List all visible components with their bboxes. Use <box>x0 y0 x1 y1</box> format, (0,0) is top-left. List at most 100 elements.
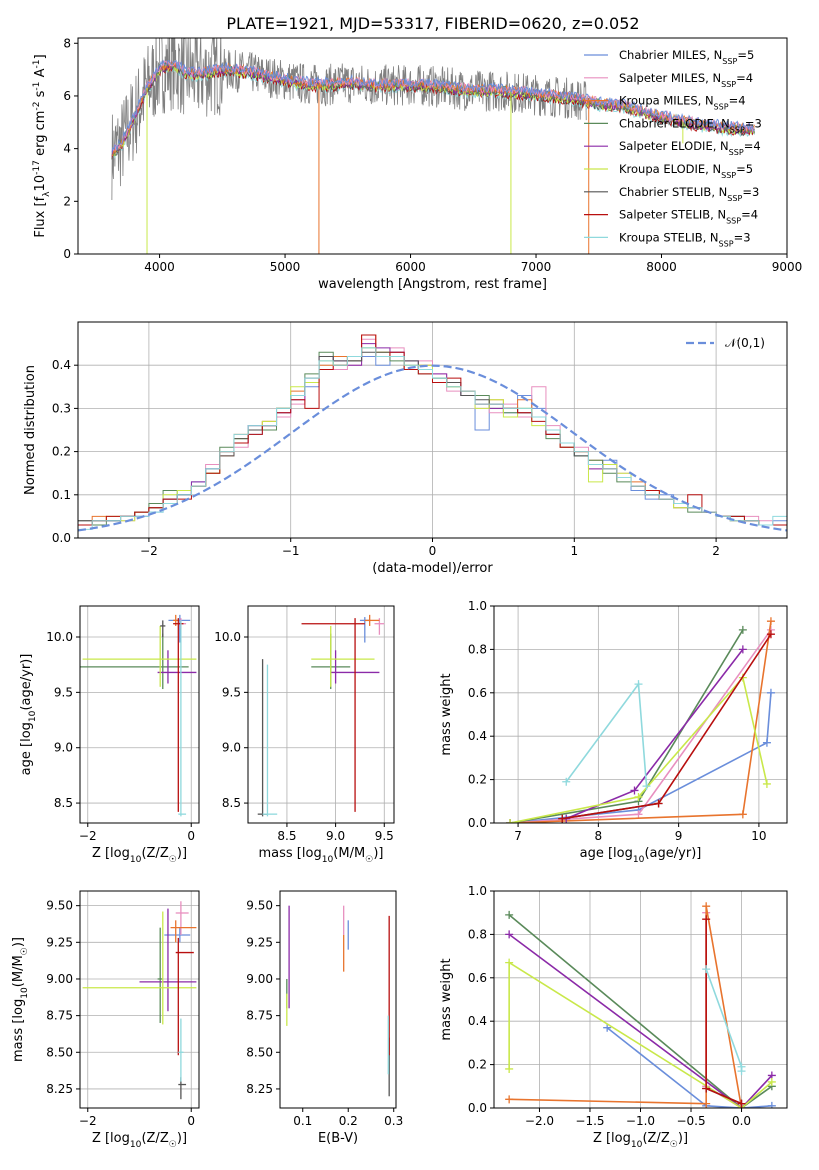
y-tick-label: 9.00 <box>46 972 73 986</box>
legend-label-krou_elodie: Kroupa ELODIE, NSSP=5 <box>619 162 753 180</box>
plot-area <box>80 614 197 817</box>
plot-area <box>505 902 776 1108</box>
x-tick-label: 7000 <box>521 260 552 274</box>
weight-point-krou_stelib <box>737 1067 746 1076</box>
legend-label-salp_miles: Salpeter MILES, NSSP=4 <box>619 71 753 89</box>
x-tick-label: 0.1 <box>293 1114 312 1128</box>
model-chab_miles <box>111 59 755 153</box>
x-tick-label: −2 <box>79 1114 97 1128</box>
x-tick-label: 6000 <box>395 260 426 274</box>
axes-frame <box>79 605 200 824</box>
y-tick-label: 0.0 <box>468 816 487 830</box>
histogram-krou_stelib <box>78 347 787 538</box>
weight-point-chab_miles <box>767 1101 776 1108</box>
x-tick-label: 0 <box>429 544 437 558</box>
weight-point-krou_stelib <box>634 680 643 689</box>
weight-point-krou_elodie <box>506 819 515 823</box>
x-tick-label: −1 <box>282 544 300 558</box>
legend-label-normal: 𝒩(0,1) <box>725 336 765 350</box>
x-tick-label: 1 <box>570 544 578 558</box>
weight-point-krou_elodie <box>505 958 514 967</box>
y-tick-label: 9.0 <box>222 741 241 755</box>
y-tick-label: 0.2 <box>468 773 487 787</box>
x-tick-label: 0.3 <box>384 1114 403 1128</box>
plot-area <box>111 38 755 254</box>
y-tick-label: 9.50 <box>246 899 273 913</box>
y-tick-label: 1.0 <box>468 599 487 613</box>
y-tick-label: 0.4 <box>52 358 71 372</box>
x-axis-label: mass [log10(M/M☉)] <box>259 846 384 865</box>
y-tick-label: 0.6 <box>468 686 487 700</box>
panel-mass_vs_ebv: 0.1 0.2 0.3 8.25 8.50 8.75 9.00 9.25 9.50 E(B-V) <box>246 890 403 1146</box>
weight-point-krou_elodie <box>767 1077 776 1086</box>
y-axis-label: age [log10(age/yr)] <box>19 654 38 776</box>
y-tick-label: 8 <box>63 36 71 50</box>
x-axis-label: Z [log10(Z/Z☉)] <box>92 846 187 865</box>
panel-age_vs_mass: 8.5 9.0 9.5 8.5 9.0 9.5 10.0 mass [log10(M/M☉)] <box>214 605 395 865</box>
y-tick-label: 0 <box>63 247 71 261</box>
y-tick-label: 8.25 <box>46 1082 73 1096</box>
weight-point-chab_miles <box>603 1023 612 1032</box>
weight-line-krou_stelib <box>565 681 648 787</box>
x-tick-label: 4000 <box>144 260 175 274</box>
plot-area <box>82 901 197 1100</box>
weight-line-krou_miles <box>510 621 772 823</box>
weight-line-salp_stelib <box>562 633 772 820</box>
weight-point-salp_elodie <box>738 645 747 654</box>
y-tick-label: 0.6 <box>468 971 487 985</box>
y-tick-label: 9.50 <box>46 899 73 913</box>
weight-point-krou_miles <box>702 1099 711 1108</box>
y-tick-label: 2 <box>63 194 71 208</box>
y-tick-label: 9.5 <box>54 685 73 699</box>
y-tick-label: 0.0 <box>468 1101 487 1115</box>
plot-area <box>286 905 390 1097</box>
x-tick-label: −1.5 <box>575 1114 604 1128</box>
weight-point-krou_stelib <box>642 782 651 791</box>
x-tick-label: 2 <box>712 544 720 558</box>
y-axis-label: Flux [fλ10-17 erg cm-2 s-1 A-1] <box>32 54 52 237</box>
y-tick-label: 0.8 <box>468 642 487 656</box>
weight-point-krou_miles <box>766 617 775 626</box>
y-tick-label: 0.0 <box>52 531 71 545</box>
weight-point-krou_stelib <box>702 965 711 974</box>
x-tick-label: 0.0 <box>732 1114 751 1128</box>
y-tick-label: 0.1 <box>52 488 71 502</box>
y-tick-label: 8.50 <box>246 1045 273 1059</box>
plot-area <box>78 334 787 538</box>
x-tick-label: 5000 <box>270 260 301 274</box>
weight-point-salp_stelib <box>654 799 663 808</box>
axes-frame <box>493 605 788 824</box>
y-tick-label: 8.5 <box>222 796 241 810</box>
panel-residuals: −2 −1 0 1 2 0.0 0.1 0.2 0.3 0.4 (data-model)/error… <box>23 321 788 576</box>
panel-mass_vs_Z: −2 0 8.25 8.50 8.75 9.00 9.25 9.50 Z [log10(Z/Z☉… <box>11 890 200 1150</box>
y-tick-label: 8.5 <box>54 796 73 810</box>
x-tick-label: 8.5 <box>277 829 296 843</box>
x-tick-label: 10 <box>751 829 766 843</box>
y-tick-label: 1.0 <box>468 884 487 898</box>
x-tick-label: −2 <box>79 829 97 843</box>
weight-point-salp_elodie <box>505 930 514 939</box>
axes-frame <box>279 890 397 1109</box>
y-tick-label: 8.75 <box>246 1009 273 1023</box>
y-tick-label: 0.4 <box>468 1014 487 1028</box>
weight-line-chab_miles <box>606 1027 772 1108</box>
plot-area <box>257 614 385 817</box>
x-tick-label: 8000 <box>646 260 677 274</box>
legend-label-krou_stelib: Kroupa STELIB, NSSP=3 <box>619 230 751 248</box>
x-tick-label: 0 <box>187 1114 195 1128</box>
panel-age_vs_Z: −2 0 8.5 9.0 9.5 10.0 Z [log10(Z/Z☉)] age [log1… <box>19 605 200 865</box>
y-tick-label: 0.2 <box>468 1058 487 1072</box>
axes-frame <box>79 890 200 1109</box>
panel-weight_vs_age: 7 8 9 10 0.0 0.2 0.4 0.6 0.8 1.0 age [log10(age/yr… <box>439 599 788 865</box>
x-tick-label: −2 <box>140 544 158 558</box>
plot-area <box>506 617 775 823</box>
y-tick-label: 9.25 <box>46 935 73 949</box>
weight-point-chab_miles <box>766 688 775 697</box>
y-tick-label: 9.5 <box>222 685 241 699</box>
x-tick-label: −0.5 <box>676 1114 705 1128</box>
x-axis-label: (data-model)/error <box>372 561 493 576</box>
y-tick-label: 0.3 <box>52 401 71 415</box>
y-tick-label: 8.50 <box>46 1045 73 1059</box>
weight-point-salp_stelib <box>558 814 567 823</box>
observed-spectrum <box>111 38 587 200</box>
